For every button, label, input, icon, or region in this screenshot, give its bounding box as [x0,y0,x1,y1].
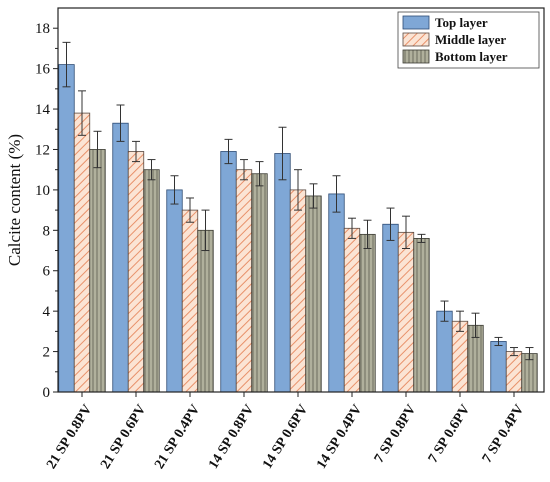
y-axis-title: Calcite content (%) [5,134,24,266]
bar [436,310,453,393]
y-tick-label: 0 [43,385,51,401]
bar [251,173,268,393]
bar [127,151,145,393]
x-tick-label: 14 SP 0.4PV [314,402,365,472]
bar [220,151,237,393]
x-tick-label: 21 SP 0.4PV [152,402,203,472]
bar [112,122,129,393]
bar [166,189,183,393]
bar [382,223,399,393]
x-tick-label: 21 SP 0.8PV [44,402,95,472]
legend-label: Middle layer [435,32,506,47]
legend-swatch [402,15,430,30]
y-tick-label: 4 [43,304,51,320]
legend-label: Top layer [435,15,488,30]
bar [235,169,253,393]
bar [197,229,214,393]
x-tick-label: 14 SP 0.6PV [260,402,311,472]
x-tick-label: 7 SP 0.8PV [372,402,420,466]
y-tick-label: 18 [35,21,50,37]
legend-swatch [402,49,430,64]
y-tick-label: 2 [43,345,51,361]
bar [328,193,345,393]
y-tick-label: 12 [35,142,50,158]
bar [181,209,199,393]
bar [274,153,291,393]
bar [289,189,307,393]
bar [343,227,361,393]
plot-frame [57,7,545,393]
bar [397,231,415,393]
x-tick-label: 21 SP 0.6PV [98,402,149,472]
y-tick-label: 8 [43,223,51,239]
y-tick-label: 10 [35,183,50,199]
legend-swatch [402,32,430,47]
bar [305,195,322,393]
x-tick-label: 14 SP 0.8PV [206,402,257,472]
legend: Top layer Middle layer Bottom layer [397,11,540,69]
y-tick-label: 16 [35,62,51,78]
x-tick-label: 7 SP 0.4PV [480,402,528,466]
bar [73,112,91,393]
bar [413,237,430,393]
bar [505,351,523,393]
bar [451,320,469,393]
bar [89,149,106,393]
bar [58,64,75,393]
bar [359,233,376,393]
bar [143,169,160,393]
y-tick-label: 14 [35,102,51,118]
legend-label: Bottom layer [435,49,508,64]
bar [490,341,507,393]
x-tick-label: 7 SP 0.6PV [426,402,474,466]
y-tick-label: 6 [43,264,51,280]
